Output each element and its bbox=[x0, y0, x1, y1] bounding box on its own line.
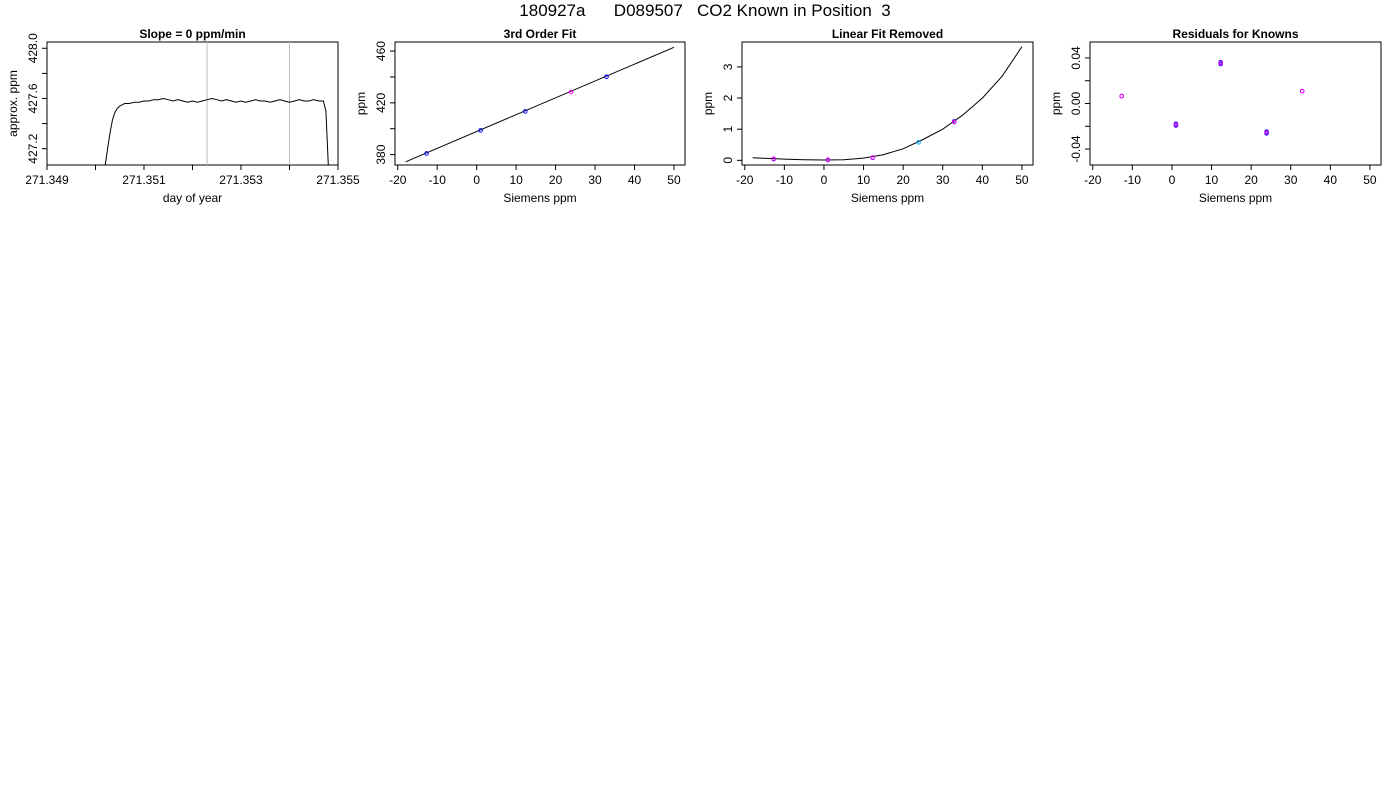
x-tick-label: 271.355 bbox=[316, 173, 360, 187]
series-line bbox=[104, 97, 329, 165]
plot-frame bbox=[46, 41, 339, 166]
x-tick-label: 271.351 bbox=[122, 173, 166, 187]
y-tick-label: 427.2 bbox=[26, 133, 40, 163]
x-tick-label: 40 bbox=[1324, 173, 1338, 187]
x-axis-label: Siemens ppm bbox=[1199, 191, 1272, 205]
y-tick-label: 3 bbox=[721, 63, 735, 70]
x-tick-label: 0 bbox=[1169, 173, 1176, 187]
x-tick-label: 10 bbox=[1205, 173, 1219, 187]
x-axis-label: day of year bbox=[163, 191, 222, 205]
data-point bbox=[1299, 88, 1305, 94]
data-point bbox=[1264, 130, 1269, 135]
data-point bbox=[771, 156, 776, 162]
plot-area bbox=[104, 42, 329, 165]
y-axis-label: ppm bbox=[354, 92, 368, 115]
panel-slope: Slope = 0 ppm/min 271.349 271.351 271.353 27… bbox=[6, 27, 360, 205]
x-tick-label: 20 bbox=[549, 173, 563, 187]
x-tick-label: -20 bbox=[736, 173, 754, 187]
y-tick-label: 2 bbox=[721, 94, 735, 101]
data-point bbox=[916, 139, 921, 145]
data-point bbox=[1218, 60, 1223, 66]
plot-frame bbox=[741, 41, 1034, 166]
y-tick-label: -0.04 bbox=[1069, 135, 1083, 163]
data-point bbox=[604, 74, 609, 79]
data-point bbox=[825, 157, 831, 163]
y-tick-label: 380 bbox=[374, 144, 388, 164]
plot-frame bbox=[394, 41, 686, 166]
y-tick-label: 0.04 bbox=[1069, 46, 1083, 70]
fit-line bbox=[752, 46, 1023, 161]
x-tick-label: 50 bbox=[1015, 173, 1029, 187]
plot-area bbox=[405, 46, 675, 163]
fit-line bbox=[405, 46, 675, 163]
y-axis-label: approx. ppm bbox=[6, 70, 20, 137]
y-tick-label: 0.00 bbox=[1069, 91, 1083, 115]
x-tick-label: 20 bbox=[896, 173, 910, 187]
x-tick-label: -10 bbox=[1124, 173, 1142, 187]
x-tick-label: 40 bbox=[976, 173, 990, 187]
panel-residuals: Residuals for Knowns -20 -10 0 10 20 30 40 50 -0.… bbox=[1049, 27, 1382, 205]
panel-title: Linear Fit Removed bbox=[832, 27, 943, 41]
panel-title: Slope = 0 ppm/min bbox=[139, 27, 245, 41]
panel-3rd-order-fit: 3rd Order Fit -20 -10 0 10 20 30 40 50 380 420 460 S… bbox=[354, 27, 686, 205]
y-tick-label: 428.0 bbox=[26, 33, 40, 63]
panel-title: 3rd Order Fit bbox=[504, 27, 577, 41]
x-tick-label: 40 bbox=[628, 173, 642, 187]
x-tick-label: 10 bbox=[857, 173, 871, 187]
x-tick-label: 30 bbox=[1284, 173, 1298, 187]
x-tick-label: 271.353 bbox=[219, 173, 263, 187]
x-axis-label: Siemens ppm bbox=[851, 191, 924, 205]
plot-area bbox=[752, 46, 1023, 163]
x-tick-label: 271.349 bbox=[25, 173, 69, 187]
data-point bbox=[568, 89, 574, 95]
data-point bbox=[870, 155, 875, 160]
data-point bbox=[522, 109, 528, 114]
data-point bbox=[1119, 93, 1124, 99]
panel-title: Residuals for Knowns bbox=[1172, 27, 1298, 41]
y-axis-label: ppm bbox=[701, 92, 715, 115]
x-tick-label: 50 bbox=[667, 173, 681, 187]
data-point bbox=[478, 128, 483, 133]
x-tick-label: -20 bbox=[1084, 173, 1102, 187]
y-axis-label: ppm bbox=[1049, 92, 1063, 115]
x-tick-label: -20 bbox=[389, 173, 407, 187]
x-tick-label: -10 bbox=[429, 173, 447, 187]
y-tick-label: 1 bbox=[721, 126, 735, 133]
x-tick-label: 50 bbox=[1363, 173, 1377, 187]
plot-area bbox=[1119, 59, 1305, 136]
y-tick-label: 427.6 bbox=[26, 83, 40, 113]
x-tick-label: 30 bbox=[936, 173, 950, 187]
x-tick-label: 10 bbox=[509, 173, 523, 187]
data-point bbox=[424, 151, 429, 156]
x-tick-label: -10 bbox=[776, 173, 794, 187]
x-tick-label: 0 bbox=[473, 173, 480, 187]
y-tick-label: 460 bbox=[374, 41, 388, 61]
data-point bbox=[951, 119, 957, 125]
panel-linear-fit-removed: Linear Fit Removed -20 -10 0 10 20 30 40 50 0 1 2 3 S… bbox=[701, 27, 1034, 205]
plot-frame bbox=[1089, 41, 1382, 166]
y-tick-label: 420 bbox=[374, 93, 388, 113]
x-tick-label: 0 bbox=[821, 173, 828, 187]
x-tick-label: 20 bbox=[1244, 173, 1258, 187]
data-point bbox=[1173, 122, 1179, 127]
x-axis-label: Siemens ppm bbox=[503, 191, 576, 205]
figure-title: 180927a D089507 CO2 Known in Position 3 bbox=[519, 1, 891, 20]
x-tick-label: 30 bbox=[588, 173, 602, 187]
y-tick-label: 0 bbox=[721, 157, 735, 164]
